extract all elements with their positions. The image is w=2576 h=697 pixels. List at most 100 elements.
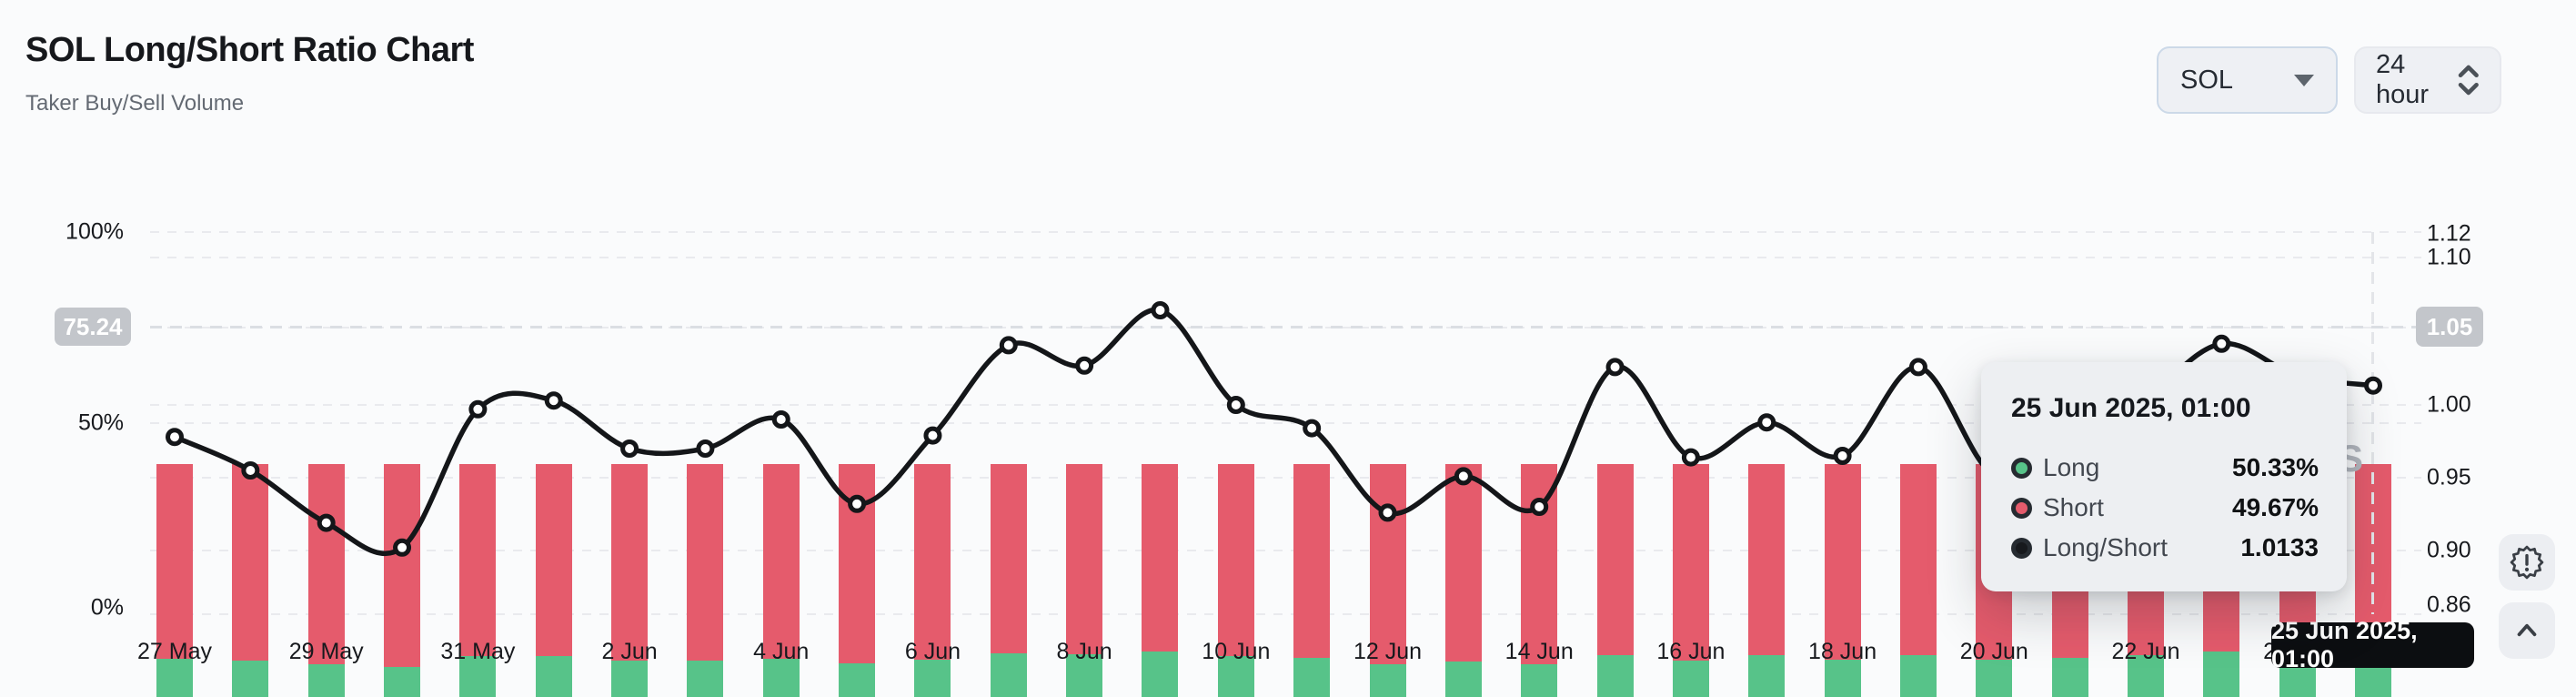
chart-tooltip: 25 Jun 2025, 01:00 Long 50.33% Short 49.67%… (1981, 362, 2347, 591)
short-segment (914, 464, 951, 660)
gridline (150, 613, 2421, 615)
crosshair-horizontal (150, 326, 2416, 328)
short-segment (611, 464, 649, 661)
crosshair-date-badge: 25 Jun 2025, 01:00 (2271, 617, 2474, 672)
series-marker-icon (2011, 497, 2032, 519)
left-axis-label: 100% (65, 218, 124, 245)
short-segment (1142, 464, 1179, 652)
bar-3-jun[interactable] (687, 464, 724, 697)
gridline (150, 231, 2421, 233)
symbol-select[interactable]: SOL (2157, 46, 2338, 114)
left-axis-label: 50% (77, 409, 124, 436)
long-segment (1824, 660, 1861, 697)
long-segment (1672, 661, 1709, 697)
short-segment (1217, 464, 1254, 656)
short-segment (1293, 464, 1331, 658)
short-segment (384, 464, 421, 667)
long-segment (1444, 662, 1482, 697)
x-axis-label: 27 May (137, 639, 212, 664)
bar-15-jun[interactable] (1596, 464, 1634, 697)
short-segment (687, 464, 724, 661)
long-segment (535, 656, 572, 697)
crosshair-vertical (2371, 232, 2374, 614)
x-axis-label: 12 Jun (1353, 639, 1423, 664)
x-axis-label: 22 Jun (2111, 639, 2180, 664)
long-segment (1217, 656, 1254, 697)
short-segment (1369, 464, 1406, 664)
long-segment (2203, 652, 2240, 697)
bar-11-jun[interactable] (1293, 464, 1331, 697)
x-axis-label: 18 Jun (1808, 639, 1877, 664)
right-axis-label: 0.86 (2427, 591, 2471, 618)
long-segment (232, 661, 269, 697)
short-segment (535, 464, 572, 656)
collapse-button[interactable] (2499, 602, 2555, 659)
short-segment (1672, 464, 1709, 661)
series-marker-icon (2011, 457, 2032, 479)
x-axis-label: 8 Jun (1056, 639, 1112, 664)
bar-1-jun[interactable] (535, 464, 572, 697)
right-axis-label: 1.12 (2427, 220, 2471, 247)
x-axis-label: 31 May (440, 639, 516, 664)
short-segment (1596, 464, 1634, 655)
long-segment (839, 663, 876, 697)
bar-17-jun[interactable] (1748, 464, 1786, 697)
long-segment (1976, 660, 2013, 697)
badge-exclamation-icon (2510, 545, 2544, 580)
short-segment (1444, 464, 1482, 662)
bar-30-may[interactable] (384, 464, 421, 697)
short-segment (307, 464, 345, 664)
left-axis-label: 0% (90, 594, 124, 621)
right-axis-label: 1.00 (2427, 391, 2471, 418)
long-segment (687, 661, 724, 697)
bar-28-may[interactable] (232, 464, 269, 697)
x-axis-label: 10 Jun (1202, 639, 1271, 664)
short-segment (1824, 464, 1861, 660)
short-segment (839, 464, 876, 663)
long-segment (384, 667, 421, 697)
symbol-select-value: SOL (2180, 65, 2234, 95)
bar-9-jun[interactable] (1142, 464, 1179, 697)
bar-5-jun[interactable] (839, 464, 876, 697)
tooltip-title: 25 Jun 2025, 01:00 (2011, 393, 2251, 423)
long-segment (1066, 654, 1103, 697)
long-segment (156, 659, 193, 697)
tooltip-row: Short 49.67% (2011, 488, 2319, 528)
tooltip-series-value: 49.67% (2232, 493, 2319, 521)
x-axis-label: 4 Jun (753, 639, 810, 664)
spinner-chevrons-icon (2459, 65, 2480, 96)
bar-19-jun[interactable] (1899, 464, 1937, 697)
long-segment (307, 664, 345, 697)
tooltip-series-label: Long (2043, 453, 2100, 481)
long-segment (1369, 664, 1406, 697)
crosshair-left-badge: 75.24 (55, 308, 131, 346)
series-marker-icon (2011, 537, 2032, 559)
long-segment (762, 659, 800, 697)
short-segment (1066, 464, 1103, 654)
tooltip-series-value: 1.0133 (2240, 533, 2319, 561)
right-axis-label: 0.95 (2427, 464, 2471, 490)
x-axis-label: 29 May (288, 639, 364, 664)
bar-7-jun[interactable] (990, 464, 1027, 697)
bar-13-jun[interactable] (1444, 464, 1482, 697)
alert-button[interactable] (2499, 534, 2555, 591)
right-axis-label: 0.90 (2427, 537, 2471, 563)
long-segment (1748, 655, 1786, 697)
x-axis-label: 16 Jun (1656, 639, 1726, 664)
x-axis-label: 2 Jun (601, 639, 658, 664)
right-axis-label: 1.10 (2427, 244, 2471, 270)
chevron-down-icon (2294, 74, 2314, 86)
long-segment (2127, 655, 2164, 697)
interval-select[interactable]: 24 hour (2354, 46, 2501, 114)
page-subtitle: Taker Buy/Sell Volume (25, 91, 245, 116)
long-segment (914, 660, 951, 697)
long-segment (611, 661, 649, 697)
short-segment (1748, 464, 1786, 655)
x-axis-label: 14 Jun (1504, 639, 1574, 664)
chevron-up-icon (2517, 623, 2537, 637)
long-segment (459, 656, 497, 697)
short-segment (1899, 464, 1937, 655)
short-segment (990, 464, 1027, 653)
short-segment (232, 464, 269, 661)
